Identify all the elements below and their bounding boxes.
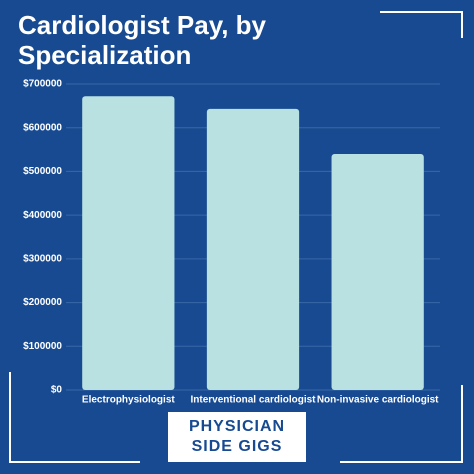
bar	[331, 153, 424, 390]
bar	[82, 96, 175, 391]
y-tick-label: $200000	[23, 297, 62, 308]
x-tick-label: Interventional cardiologist	[190, 395, 316, 406]
x-tick-label: Non-invasive cardiologist	[317, 395, 439, 406]
x-tick-label: Electrophysiologist	[82, 395, 175, 406]
y-tick-label: $300000	[23, 253, 62, 264]
y-tick-label: $600000	[23, 122, 62, 133]
corner-line	[340, 385, 463, 463]
y-tick-label: $100000	[23, 341, 62, 352]
footer-text: PHYSICIAN SIDE GIGS	[188, 418, 286, 455]
y-tick-label: $500000	[23, 166, 62, 177]
footer-badge: PHYSICIAN SIDE GIGS	[168, 412, 306, 462]
y-tick-label: $400000	[23, 210, 62, 221]
decoration	[9, 11, 463, 463]
chart-title: Cardiologist Pay, by Specialization	[18, 10, 267, 70]
y-tick-label: $700000	[23, 79, 62, 90]
corner-line	[9, 372, 140, 463]
bar	[206, 108, 300, 390]
corner-line	[380, 11, 463, 38]
y-tick-label: $0	[51, 385, 63, 396]
